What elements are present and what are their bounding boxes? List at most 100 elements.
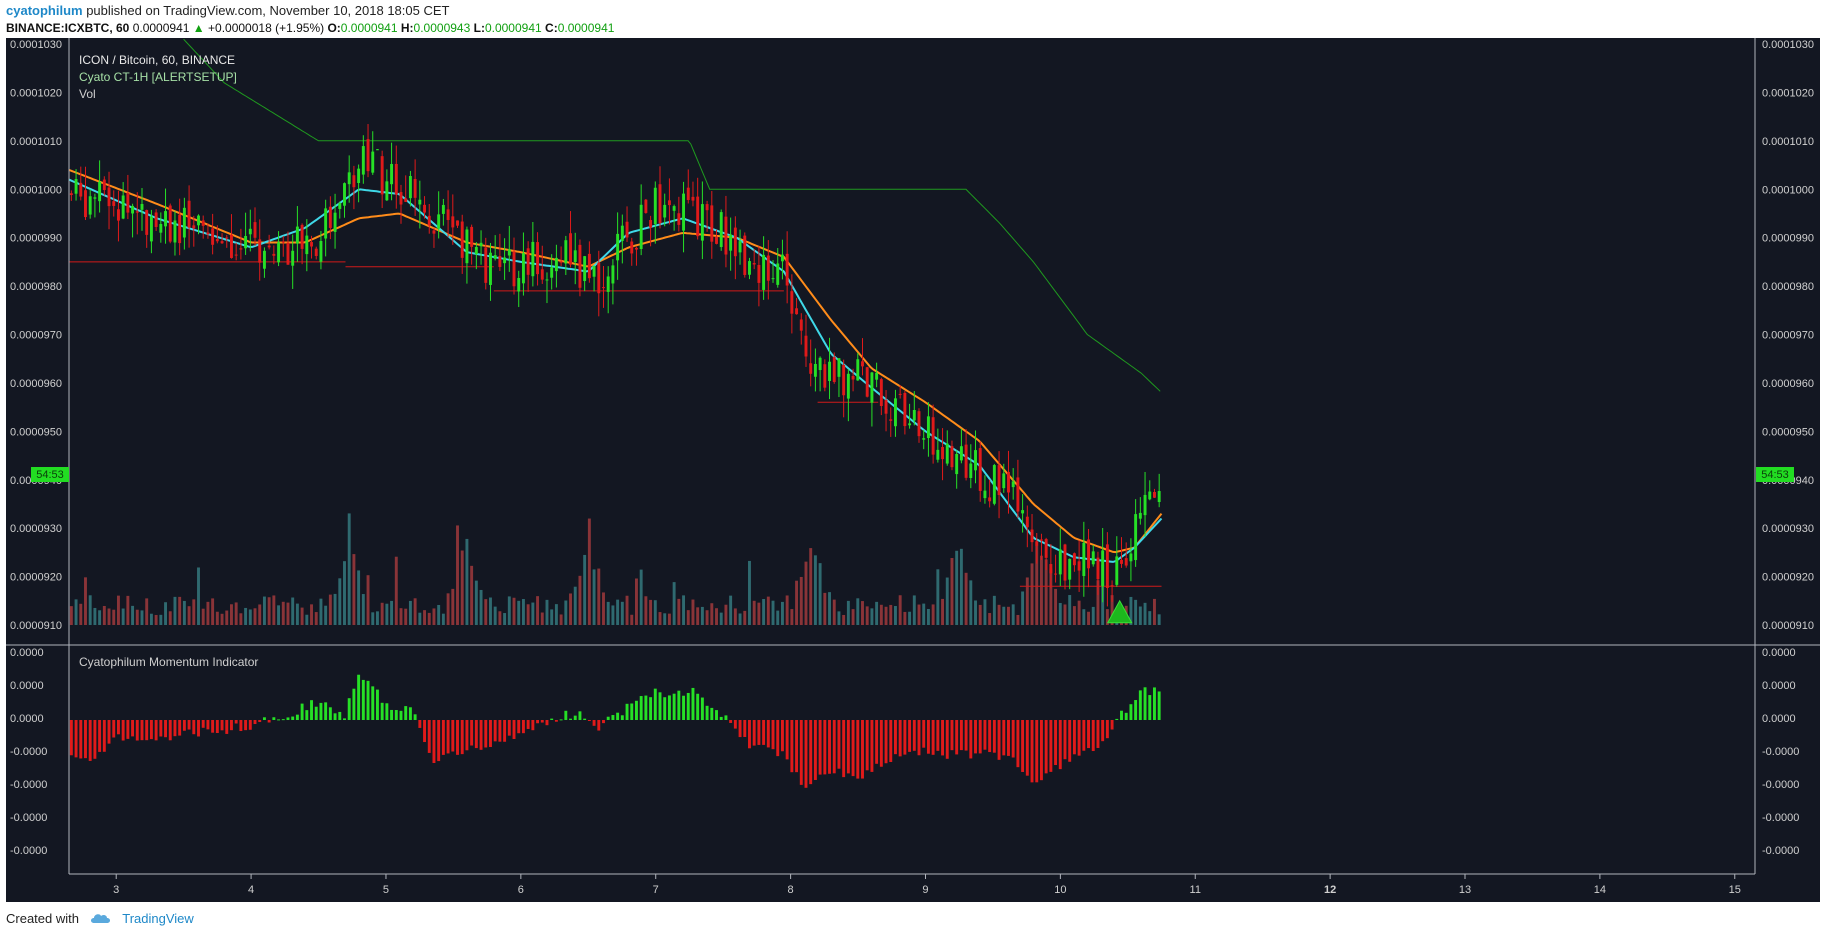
momentum-bar-negative <box>418 720 422 728</box>
momentum-bar-negative <box>1091 720 1095 752</box>
momentum-bar-negative <box>1044 720 1048 774</box>
bullish-candle <box>159 224 163 233</box>
volume-bar <box>837 611 841 625</box>
bullish-candle <box>719 212 723 248</box>
momentum-bar-positive <box>314 706 318 720</box>
volume-bar <box>809 548 813 625</box>
bullish-candle <box>244 236 248 249</box>
momentum-bar-positive <box>1138 690 1142 720</box>
momentum-bar-negative <box>441 720 445 755</box>
momentum-bar-negative <box>884 720 888 764</box>
bearish-candle <box>724 216 728 255</box>
volume-bar <box>1058 602 1062 625</box>
momentum-bar-negative <box>748 720 751 749</box>
volume-bar <box>573 586 577 625</box>
volume-bar <box>159 614 163 625</box>
volume-bar <box>1153 598 1156 625</box>
bullish-candle <box>1157 491 1161 503</box>
price-tick-label-right: 0.0000920 <box>1762 572 1814 584</box>
momentum-bar-negative <box>536 720 540 724</box>
bullish-candle <box>813 363 817 377</box>
volume-bar <box>630 614 634 625</box>
volume-bar <box>790 609 794 625</box>
bearish-candle <box>1054 573 1058 575</box>
legend-indicator[interactable]: Cyato CT-1H [ALERTSETUP] <box>79 70 237 84</box>
volume-bar <box>955 550 959 625</box>
momentum-bar-positive <box>644 695 648 720</box>
momentum-bar-negative <box>931 720 935 755</box>
bullish-candle <box>922 438 926 440</box>
price-tick-label-left: 0.0001010 <box>10 136 62 148</box>
bullish-candle <box>1082 542 1086 577</box>
bearish-candle <box>310 242 313 247</box>
momentum-bar-negative <box>842 720 846 778</box>
momentum-bar-negative <box>102 720 106 752</box>
bearish-candle <box>578 244 582 288</box>
price-tick-label-right: 0.0000910 <box>1762 620 1814 632</box>
volume-bar <box>1148 611 1152 625</box>
volume-bar <box>1025 577 1029 625</box>
bearish-candle <box>842 365 846 396</box>
volume-bar <box>583 554 587 625</box>
momentum-bar-negative <box>955 720 959 755</box>
bullish-candle <box>343 183 346 206</box>
volume-bar <box>997 604 1001 625</box>
volume-bar <box>324 605 328 625</box>
volume-bar <box>215 611 219 625</box>
momentum-bar-negative <box>922 720 926 748</box>
bearish-candle <box>446 209 450 221</box>
bullish-candle <box>545 279 549 281</box>
bearish-candle <box>559 261 563 263</box>
legend-momentum[interactable]: Cyatophilum Momentum Indicator <box>79 655 258 669</box>
volume-bar <box>738 613 742 625</box>
bearish-candle <box>809 363 813 374</box>
bearish-candle <box>79 182 83 197</box>
volume-bar <box>804 561 808 625</box>
momentum-bar-positive <box>1115 718 1119 720</box>
publish-line: cyatophilum published on TradingView.com… <box>6 3 449 18</box>
volume-bar <box>705 610 709 625</box>
momentum-bar-negative <box>1035 720 1039 783</box>
tradingview-link[interactable]: TradingView <box>122 911 194 926</box>
bullish-candle <box>672 206 676 211</box>
bullish-candle <box>1143 494 1147 516</box>
legend-volume[interactable]: Vol <box>79 87 96 101</box>
volume-bar <box>1138 606 1142 625</box>
momentum-bar-negative <box>121 720 125 741</box>
price-tick-label-right: 0.0001020 <box>1762 87 1814 99</box>
volume-bar <box>366 575 370 625</box>
momentum-bar-positive <box>606 716 610 720</box>
bearish-candle <box>766 255 770 281</box>
time-tick-label: 14 <box>1594 884 1606 896</box>
volume-bar <box>230 604 233 625</box>
price-tick-label-left: 0.0000990 <box>10 233 62 245</box>
volume-bar <box>1054 588 1058 625</box>
bullish-candle <box>531 241 535 277</box>
momentum-bar-negative <box>206 720 210 730</box>
bullish-candle <box>149 216 153 242</box>
price-tick-label-right: 0.0000980 <box>1762 281 1814 293</box>
momentum-bar-positive <box>1129 704 1133 720</box>
bearish-candle <box>649 219 653 228</box>
momentum-bar-negative <box>145 720 149 741</box>
bullish-candle <box>517 278 521 292</box>
bullish-candle <box>606 276 610 292</box>
left-price-badge-text: 54:53 <box>36 469 64 481</box>
momentum-bar-negative <box>474 720 478 749</box>
bearish-candle <box>884 400 888 414</box>
bearish-candle <box>733 227 737 257</box>
momentum-bar-negative <box>159 720 163 737</box>
bullish-candle <box>771 278 775 280</box>
bearish-candle <box>1030 529 1034 543</box>
bullish-candle <box>74 179 78 194</box>
momentum-bar-positive <box>324 702 328 720</box>
bearish-candle <box>211 228 215 245</box>
author-name[interactable]: cyatophilum <box>6 3 83 18</box>
volume-bar <box>658 612 662 625</box>
bearish-candle <box>432 230 436 234</box>
volume-bar <box>112 609 116 625</box>
momentum-bar-negative <box>992 720 996 753</box>
momentum-bar-negative <box>988 720 992 753</box>
momentum-bar-negative <box>964 720 968 751</box>
